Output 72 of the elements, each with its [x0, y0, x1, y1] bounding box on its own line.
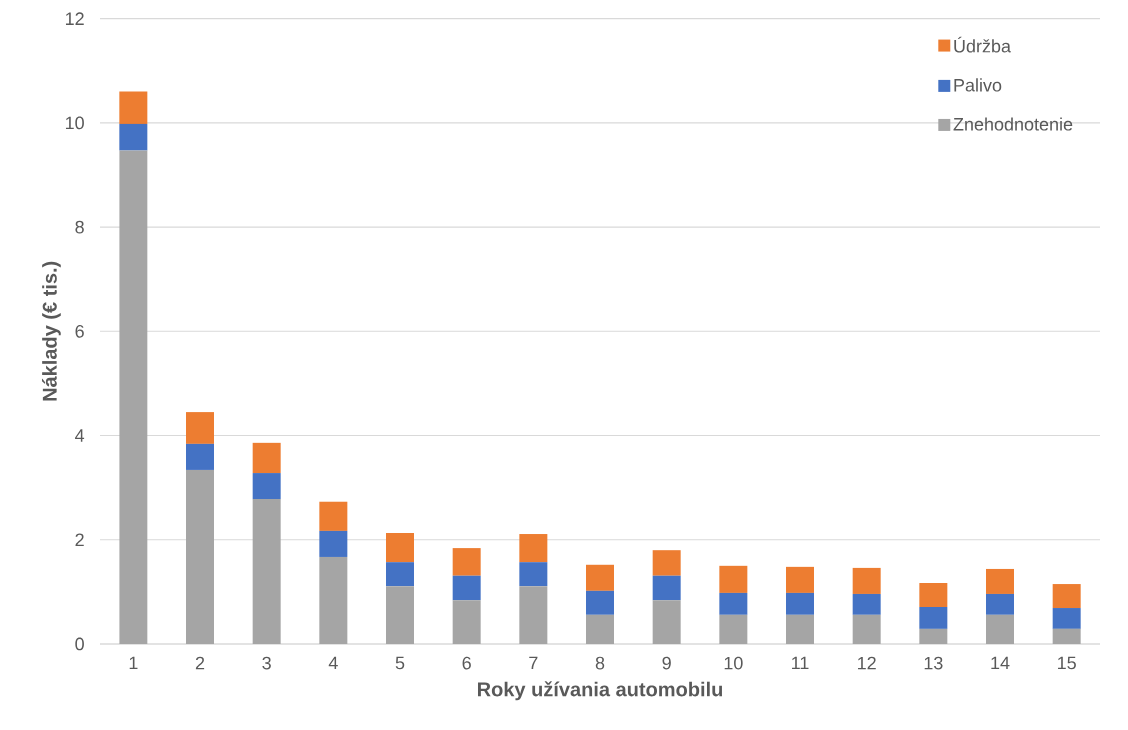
- bar: [919, 583, 948, 607]
- bar: [1052, 628, 1081, 644]
- bar: [186, 443, 215, 470]
- bar: [452, 575, 481, 601]
- bar: [586, 590, 615, 615]
- bar: [186, 412, 215, 444]
- bar: [319, 530, 348, 557]
- x-tick-label: 4: [328, 656, 338, 670]
- bar: [986, 593, 1015, 615]
- bar: [786, 566, 815, 593]
- x-tick-label: 5: [395, 656, 405, 670]
- x-tick-label: 11: [792, 656, 809, 670]
- bar: [186, 469, 215, 644]
- bar: [519, 586, 548, 644]
- bar: [252, 442, 281, 474]
- bar: [386, 532, 415, 563]
- bar: [986, 568, 1015, 594]
- bar: [386, 586, 415, 644]
- bar: [452, 548, 481, 576]
- bar: [852, 614, 881, 644]
- bar: [252, 499, 281, 644]
- bar: [586, 564, 615, 591]
- bar: [652, 575, 681, 601]
- legend-label: Údržba: [954, 36, 1011, 53]
- bar: [252, 473, 281, 500]
- bar: [652, 600, 681, 644]
- bar: [1052, 584, 1081, 609]
- x-axis-title: Roky užívania automobilu: [477, 681, 723, 701]
- bar: [386, 562, 415, 587]
- bar: [852, 567, 881, 594]
- x-tick-label: 1: [129, 656, 138, 670]
- bar: [519, 534, 548, 563]
- y-tick-label: 6: [75, 324, 84, 338]
- bar: [452, 600, 481, 644]
- bar: [786, 592, 815, 615]
- bar: [652, 550, 681, 576]
- x-tick-label: 13: [924, 656, 943, 670]
- y-tick-label: 8: [75, 220, 84, 234]
- bar: [986, 614, 1015, 644]
- x-tick-label: 14: [991, 656, 1010, 670]
- bar: [852, 593, 881, 615]
- bar: [1052, 608, 1081, 629]
- y-tick-label: 0: [75, 637, 84, 651]
- bar: [719, 614, 748, 644]
- bar: [719, 565, 748, 593]
- x-tick-label: 8: [595, 656, 605, 670]
- bar: [786, 614, 815, 644]
- x-tick-label: 10: [724, 656, 743, 670]
- x-tick-label: 15: [1058, 656, 1076, 670]
- y-tick-label: 12: [65, 12, 84, 25]
- x-tick-label: 6: [462, 656, 471, 670]
- x-tick-label: 2: [195, 656, 205, 670]
- bar: [586, 614, 615, 644]
- x-tick-label: 3: [262, 656, 271, 670]
- bar: [719, 592, 748, 615]
- bar: [119, 123, 148, 151]
- legend-label: Znehodnotenie: [953, 117, 1073, 131]
- bar: [319, 501, 348, 531]
- y-tick-label: 4: [75, 429, 85, 442]
- bar: [119, 91, 148, 124]
- y-tick-label: 2: [75, 533, 84, 547]
- y-tick-label: 10: [65, 116, 84, 130]
- x-tick-label: 9: [662, 656, 671, 670]
- bar: [319, 556, 348, 644]
- x-tick-label: 12: [858, 656, 876, 670]
- bar: [919, 606, 948, 629]
- x-tick-label: 7: [529, 656, 538, 670]
- legend-label: Palivo: [954, 78, 1002, 92]
- bar: [119, 150, 148, 644]
- bar: [519, 562, 548, 587]
- bar: [919, 628, 948, 644]
- y-axis-title: Náklady (€ tis.): [41, 261, 61, 401]
